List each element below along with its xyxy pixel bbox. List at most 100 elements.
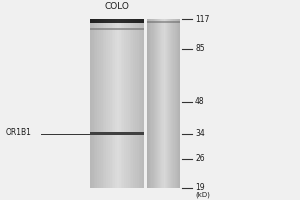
Bar — [167, 19, 168, 188]
Bar — [155, 19, 156, 188]
Bar — [137, 19, 139, 23]
Bar — [90, 19, 92, 188]
Bar — [104, 19, 106, 23]
Bar — [147, 21, 180, 23]
Bar — [110, 19, 112, 23]
Text: COLO: COLO — [105, 2, 129, 11]
Bar — [113, 19, 116, 23]
Bar — [119, 19, 121, 23]
Text: (kD): (kD) — [195, 192, 210, 198]
Bar — [97, 19, 99, 23]
Bar — [149, 19, 151, 188]
Bar — [110, 19, 112, 188]
Bar — [135, 19, 137, 188]
Bar — [131, 19, 134, 188]
Bar — [95, 19, 98, 188]
Bar — [137, 19, 139, 188]
Text: 85: 85 — [195, 44, 205, 53]
Bar — [128, 19, 130, 23]
Bar — [119, 19, 121, 188]
Bar — [106, 19, 108, 188]
Bar — [172, 19, 174, 188]
Bar — [131, 19, 134, 23]
Bar — [90, 19, 92, 23]
Bar — [148, 19, 149, 188]
Bar — [152, 19, 154, 188]
Bar — [113, 19, 116, 188]
Bar — [103, 19, 105, 188]
Bar — [139, 19, 141, 23]
Bar — [133, 19, 135, 23]
Bar — [130, 19, 132, 23]
Bar — [154, 19, 155, 188]
Bar — [171, 19, 172, 188]
Text: OR1B1: OR1B1 — [6, 128, 32, 137]
Bar — [177, 19, 178, 188]
Bar — [152, 19, 153, 188]
Bar — [164, 19, 165, 188]
Bar — [166, 19, 167, 188]
Bar — [99, 19, 101, 23]
Bar — [175, 19, 176, 188]
Text: 34: 34 — [195, 129, 205, 138]
Bar — [160, 19, 162, 188]
Bar — [112, 19, 114, 23]
Bar — [124, 19, 126, 188]
Bar — [115, 19, 117, 188]
Bar — [147, 19, 148, 188]
Bar — [106, 19, 108, 23]
Text: 26: 26 — [195, 154, 205, 163]
Bar — [90, 132, 144, 135]
Bar — [158, 19, 159, 188]
Bar — [117, 19, 119, 188]
Bar — [135, 19, 137, 23]
Bar — [176, 19, 177, 188]
Bar — [140, 19, 142, 23]
Bar — [94, 19, 96, 23]
Bar — [121, 19, 123, 188]
Bar — [99, 19, 101, 188]
Text: 117: 117 — [195, 15, 209, 24]
Bar — [115, 19, 117, 23]
Bar — [95, 19, 98, 23]
Bar — [178, 19, 179, 188]
Bar — [168, 19, 169, 188]
Bar — [179, 19, 180, 188]
Bar — [121, 19, 123, 23]
Bar — [169, 19, 170, 188]
Bar — [133, 19, 135, 188]
Bar — [150, 19, 152, 188]
Bar — [101, 19, 103, 23]
Bar — [157, 19, 158, 188]
Bar — [128, 19, 130, 188]
Bar — [108, 19, 110, 188]
Bar — [159, 19, 160, 188]
Bar — [124, 19, 126, 23]
Bar — [108, 19, 110, 23]
Bar — [142, 19, 144, 23]
Bar — [142, 19, 144, 188]
Bar — [139, 19, 141, 188]
Bar — [92, 19, 94, 23]
Text: 19: 19 — [195, 183, 205, 192]
Text: 48: 48 — [195, 97, 205, 106]
Bar — [117, 19, 119, 23]
Bar — [161, 19, 163, 188]
Bar — [94, 19, 96, 188]
Bar — [122, 19, 124, 23]
Bar — [130, 19, 132, 188]
Bar — [126, 19, 128, 23]
Bar — [156, 19, 157, 188]
Bar — [173, 19, 175, 188]
Bar — [92, 19, 94, 188]
Bar — [112, 19, 114, 188]
Bar — [103, 19, 105, 23]
Bar — [165, 19, 166, 188]
Bar — [126, 19, 128, 188]
Bar — [170, 19, 172, 188]
Bar — [90, 28, 144, 30]
Bar — [104, 19, 106, 188]
Bar — [162, 19, 164, 188]
Bar — [101, 19, 103, 188]
Bar — [97, 19, 99, 188]
